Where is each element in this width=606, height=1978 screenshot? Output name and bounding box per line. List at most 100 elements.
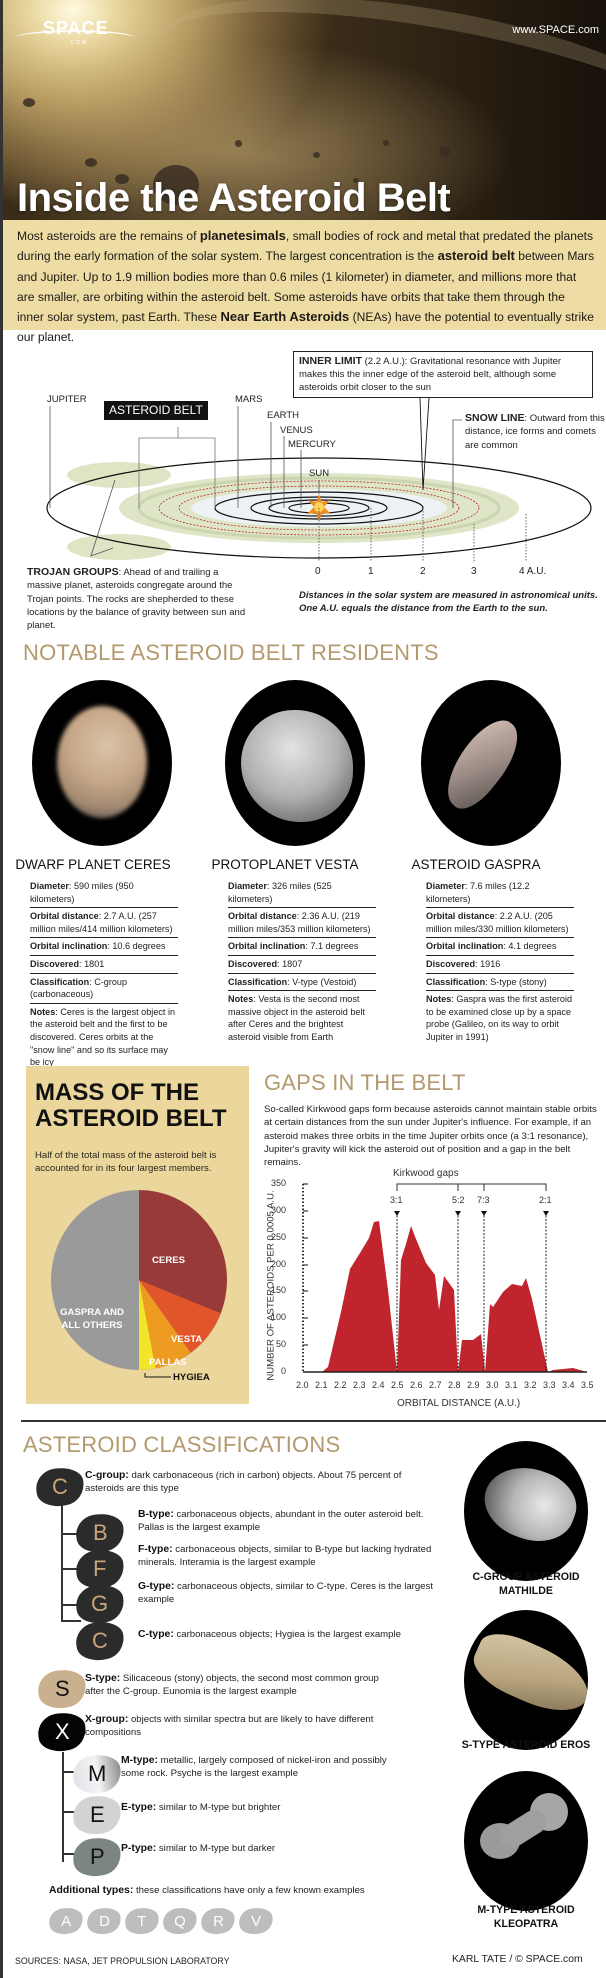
fact-discovered: Discovered: 1807 <box>228 956 376 974</box>
pie-label-pallas: PALLAS <box>149 1357 187 1368</box>
author-credit: KARL TATE / © SPACE.com <box>452 1954 583 1965</box>
asteroid-image <box>153 165 199 205</box>
class-icon-a-type: A <box>47 1905 85 1937</box>
class-icon-d-type: D <box>85 1905 123 1937</box>
fact-diameter: Diameter: 590 miles (950 kilometers) <box>30 878 178 909</box>
au-tick: 2 <box>420 566 426 577</box>
gaps-description: So-called Kirkwood gaps form because ast… <box>264 1104 597 1169</box>
trojan-groups-note: TROJAN GROUPS: Ahead of and trailing a m… <box>27 566 246 632</box>
mass-panel: MASS OF THE ASTEROID BELT Half of the tot… <box>26 1066 249 1404</box>
inner-limit-callout: INNER LIMIT (2.2 A.U.): Gravitational re… <box>293 351 593 398</box>
kirkwood-gaps-chart <box>302 1183 587 1373</box>
fact-inclination: Orbital inclination: 4.1 degrees <box>426 938 574 956</box>
class-icon-b-type: B <box>73 1510 127 1556</box>
class-icon-s-type: S <box>35 1666 89 1712</box>
label-jupiter: JUPITER <box>47 394 87 405</box>
class-icon-x-group: X <box>35 1709 89 1755</box>
space-logo-sub: .COM <box>67 40 89 46</box>
class-m-type: M-type: metallic, largely composed of ni… <box>121 1755 387 1780</box>
section-divider <box>21 1420 606 1422</box>
snow-line-note: SNOW LINE: Outward from this distance, i… <box>465 412 605 451</box>
class-icon-t-type: T <box>123 1905 161 1937</box>
fact-classification: Classification: S-type (stony) <box>426 974 574 992</box>
y-tick: 200 <box>271 1259 287 1269</box>
site-url[interactable]: www.SPACE.com <box>512 24 599 36</box>
fact-orbital-distance: Orbital distance: 2.36 A.U. (219 million… <box>228 908 376 939</box>
orbit-diagram-svg <box>46 397 592 562</box>
gap-label-5-2: 5:2 <box>452 1195 465 1205</box>
fact-classification: Classification: C-group (carbonaceous) <box>30 974 178 1004</box>
class-icon-g-type: G <box>73 1581 127 1627</box>
label-venus: VENUS <box>280 425 313 436</box>
class-icon-q-type: Q <box>161 1905 199 1937</box>
fact-orbital-distance: Orbital distance: 2.2 A.U. (205 million … <box>426 908 574 939</box>
class-icon-c-type: C <box>73 1618 127 1664</box>
fact-inclination: Orbital inclination: 7.1 degrees <box>228 938 376 956</box>
class-g-type: G-type: carbonaceous objects, similar to… <box>138 1581 433 1606</box>
ceres-facts: Diameter: 590 miles (950 kilometers) Orb… <box>30 878 178 1071</box>
pie-label-vesta: VESTA <box>171 1334 203 1345</box>
resident-name-ceres: DWARF PLANET CERES <box>15 857 171 872</box>
fact-orbital-distance: Orbital distance: 2.7 A.U. (257 million … <box>30 908 178 939</box>
label-sun: SUN <box>309 468 330 479</box>
y-tick: 50 <box>276 1339 287 1349</box>
asteroid-distribution-area <box>303 1221 587 1372</box>
y-tick: 100 <box>271 1312 287 1322</box>
solar-system-diagram: JUPITER ASTEROID BELT MARS EARTH VENUS M… <box>3 330 606 631</box>
fact-discovered: Discovered: 1916 <box>426 956 574 974</box>
class-e-type: E-type: similar to M-type but brighter <box>121 1802 281 1813</box>
au-tick: 4 A.U. <box>519 566 547 577</box>
class-icon-e-type: E <box>70 1792 124 1838</box>
space-logo-swoosh <box>15 30 135 46</box>
au-tick: 3 <box>471 566 477 577</box>
hero-banner: SPACE .COM www.SPACE.com Inside the Aste… <box>3 0 606 220</box>
pie-label-hygiea: HYGIEA <box>173 1372 210 1383</box>
au-explanation: Distances in the solar system are measur… <box>299 590 598 615</box>
mathilde-image <box>464 1441 588 1581</box>
class-f-type: F-type: carbonaceous objects, similar to… <box>138 1544 432 1569</box>
pie-label-ceres: CERES <box>152 1255 186 1266</box>
fact-inclination: Orbital inclination: 10.6 degrees <box>30 938 178 956</box>
label-mercury: MERCURY <box>288 439 336 450</box>
au-tick: 0 <box>315 566 321 577</box>
class-p-type: P-type: similar to M-type but darker <box>121 1843 276 1854</box>
section-title-classifications: ASTEROID CLASSIFICATIONS <box>23 1432 341 1457</box>
class-icon-r-type: R <box>199 1905 237 1937</box>
page-title: Inside the Asteroid Belt <box>17 176 451 220</box>
label-earth: EARTH <box>267 410 300 421</box>
y-tick: 350 <box>271 1178 287 1188</box>
class-b-type: B-type: carbonaceous objects, abundant i… <box>138 1509 424 1534</box>
gap-label-3-1: 3:1 <box>390 1195 403 1205</box>
class-icon-v-type: V <box>237 1905 275 1937</box>
intro-paragraph: Most asteroids are the remains of planet… <box>3 220 606 344</box>
fact-diameter: Diameter: 326 miles (525 kilometers) <box>228 878 376 909</box>
y-tick: 150 <box>271 1285 287 1295</box>
sources-credit: SOURCES: NASA, JET PROPULSION LABORATORY <box>15 1956 230 1966</box>
gap-label-2-1: 2:1 <box>539 1195 552 1205</box>
fact-notes: Notes: Gaspra was the first asteroid to … <box>426 994 573 1042</box>
kleopatra-caption: M-TYPE ASTEROID KLEOPATRA <box>477 1904 575 1930</box>
eros-caption: S-TYPE ASTEROID EROS <box>461 1739 591 1751</box>
resident-name-gaspra: ASTEROID GASPRA <box>411 857 541 872</box>
resident-name-vesta: PROTOPLANET VESTA <box>211 857 359 872</box>
ceres-image <box>32 680 172 846</box>
kirkwood-gaps-label: Kirkwood gaps <box>393 1168 459 1179</box>
class-icon-p-type: P <box>70 1834 124 1880</box>
gap-label-7-3: 7:3 <box>477 1195 490 1205</box>
eros-image <box>464 1610 588 1750</box>
gaspra-image <box>421 680 561 846</box>
x-axis-label: ORBITAL DISTANCE (A.U.) <box>397 1398 521 1409</box>
space-logo[interactable]: SPACE <box>43 18 109 38</box>
mathilde-caption: C-GROUP ASTEROID MATHILDE <box>472 1571 580 1597</box>
class-x-group: X-group: objects with similar spectra bu… <box>85 1714 374 1739</box>
section-title-gaps: GAPS IN THE BELT <box>264 1070 466 1095</box>
y-tick: 0 <box>281 1366 287 1376</box>
fact-classification: Classification: V-type (Vestoid) <box>228 974 376 992</box>
additional-types-note: Additional types: these classifications … <box>49 1885 365 1896</box>
label-asteroid-belt: ASTEROID BELT <box>104 401 208 420</box>
y-tick: 300 <box>271 1205 287 1215</box>
mass-pie-chart <box>51 1190 227 1378</box>
vesta-facts: Diameter: 326 miles (525 kilometers) Orb… <box>228 878 376 1046</box>
class-icon-m-type: M <box>70 1751 124 1797</box>
label-mars: MARS <box>235 394 263 405</box>
